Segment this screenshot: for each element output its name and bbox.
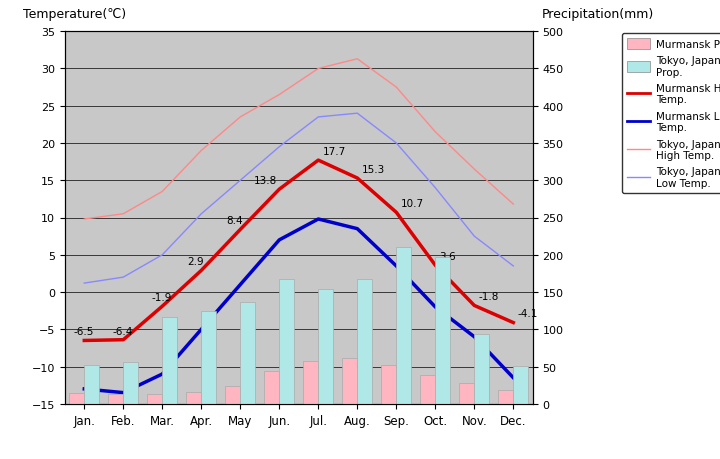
Bar (420, 375, 436, 404)
Text: -1.8: -1.8 (479, 291, 499, 302)
Text: 17.7: 17.7 (323, 146, 346, 157)
Bar (84, 365, 99, 404)
Bar (498, 390, 513, 404)
Bar (162, 317, 177, 404)
Bar (202, 311, 216, 404)
Text: 8.4: 8.4 (226, 216, 243, 226)
Text: -4.1: -4.1 (518, 309, 538, 319)
Bar (318, 290, 333, 404)
Bar (382, 365, 396, 404)
Bar (69, 393, 84, 404)
Bar (279, 279, 294, 404)
Bar (186, 392, 202, 404)
Bar (513, 366, 528, 404)
Text: 10.7: 10.7 (400, 199, 423, 209)
Bar (459, 383, 474, 404)
Bar (396, 248, 411, 404)
Text: 3.6: 3.6 (439, 252, 456, 262)
Bar (240, 302, 255, 404)
Bar (109, 394, 123, 404)
Legend: Murmansk Prop., Tokyo, Japan
Prop., Murmansk High
Temp., Murmansk Low
Temp., Tok: Murmansk Prop., Tokyo, Japan Prop., Murm… (622, 34, 720, 194)
Bar (436, 257, 450, 404)
Text: 15.3: 15.3 (361, 164, 384, 174)
Text: 13.8: 13.8 (254, 176, 277, 185)
Text: 2.9: 2.9 (187, 257, 204, 267)
Bar (123, 362, 138, 404)
Text: -6.5: -6.5 (73, 327, 94, 336)
Bar (357, 279, 372, 404)
Text: Precipitation(mm): Precipitation(mm) (542, 8, 654, 21)
Bar (264, 371, 279, 404)
Bar (474, 335, 489, 404)
Text: -6.4: -6.4 (112, 326, 132, 336)
Text: Temperature(℃): Temperature(℃) (23, 8, 126, 21)
Text: -1.9: -1.9 (151, 292, 171, 302)
Bar (343, 358, 357, 404)
Bar (148, 394, 162, 404)
Bar (225, 386, 240, 404)
Bar (303, 362, 318, 404)
